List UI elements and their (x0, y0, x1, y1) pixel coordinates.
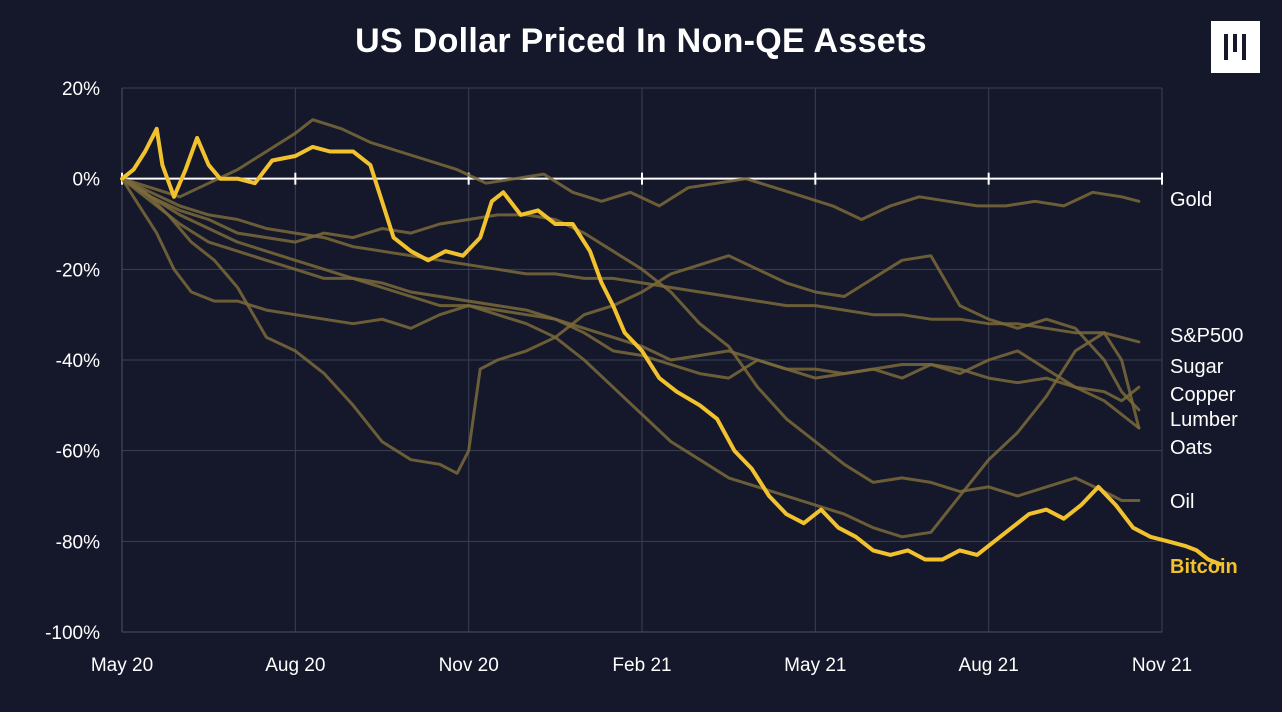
series-label-sugar: Sugar (1170, 356, 1224, 378)
y-tick-label: -20% (56, 260, 100, 281)
x-tick-label: Feb 21 (612, 655, 671, 676)
series-line-sugar (120, 177, 1141, 403)
series-labels: Gold S&P500 Sugar Copper Lumber Oats Oil Bitcoi… (1170, 189, 1243, 578)
series-label-lumber: Lumber (1170, 409, 1238, 431)
series-label-oats: Oats (1170, 437, 1212, 459)
y-tick-label: 0% (73, 170, 101, 191)
series-line-s-p500 (120, 177, 1141, 344)
y-tick-label: -80% (56, 532, 100, 553)
x-tick-label: Aug 20 (265, 655, 325, 676)
series-label-gold: Gold (1170, 189, 1212, 211)
series-line-gold (120, 118, 1141, 221)
x-tick-label: Nov 21 (1132, 655, 1192, 676)
axes: 20% 0% -20% -40% -60% -80% -100% May 20 Aug 20 No… (45, 79, 1192, 676)
series-line-oats (120, 177, 1141, 539)
series-line-lumber (120, 177, 1141, 475)
x-tick-label: May 21 (784, 655, 846, 676)
y-tick-label: -100% (45, 623, 100, 644)
series-label-copper: Copper (1170, 384, 1236, 406)
x-tick-label: Aug 21 (959, 655, 1019, 676)
series-label-bitcoin: Bitcoin (1170, 556, 1238, 578)
series-line-oil (120, 177, 1141, 502)
muted-series (120, 118, 1141, 539)
chart-title: US Dollar Priced In Non-QE Assets (355, 22, 927, 60)
brand-logo-icon (1211, 21, 1260, 73)
y-tick-label: -40% (56, 351, 100, 372)
x-tick-label: Nov 20 (439, 655, 499, 676)
series-line-copper (120, 177, 1141, 430)
y-tick-label: -60% (56, 442, 100, 463)
grid-lines (122, 87, 1163, 633)
series-label-oil: Oil (1170, 491, 1194, 513)
x-tick-label: May 20 (91, 655, 153, 676)
series-line-bitcoin (120, 126, 1222, 566)
y-tick-label: 20% (62, 79, 100, 100)
highlight-series (120, 126, 1222, 566)
series-label-s-p500: S&P500 (1170, 325, 1243, 347)
